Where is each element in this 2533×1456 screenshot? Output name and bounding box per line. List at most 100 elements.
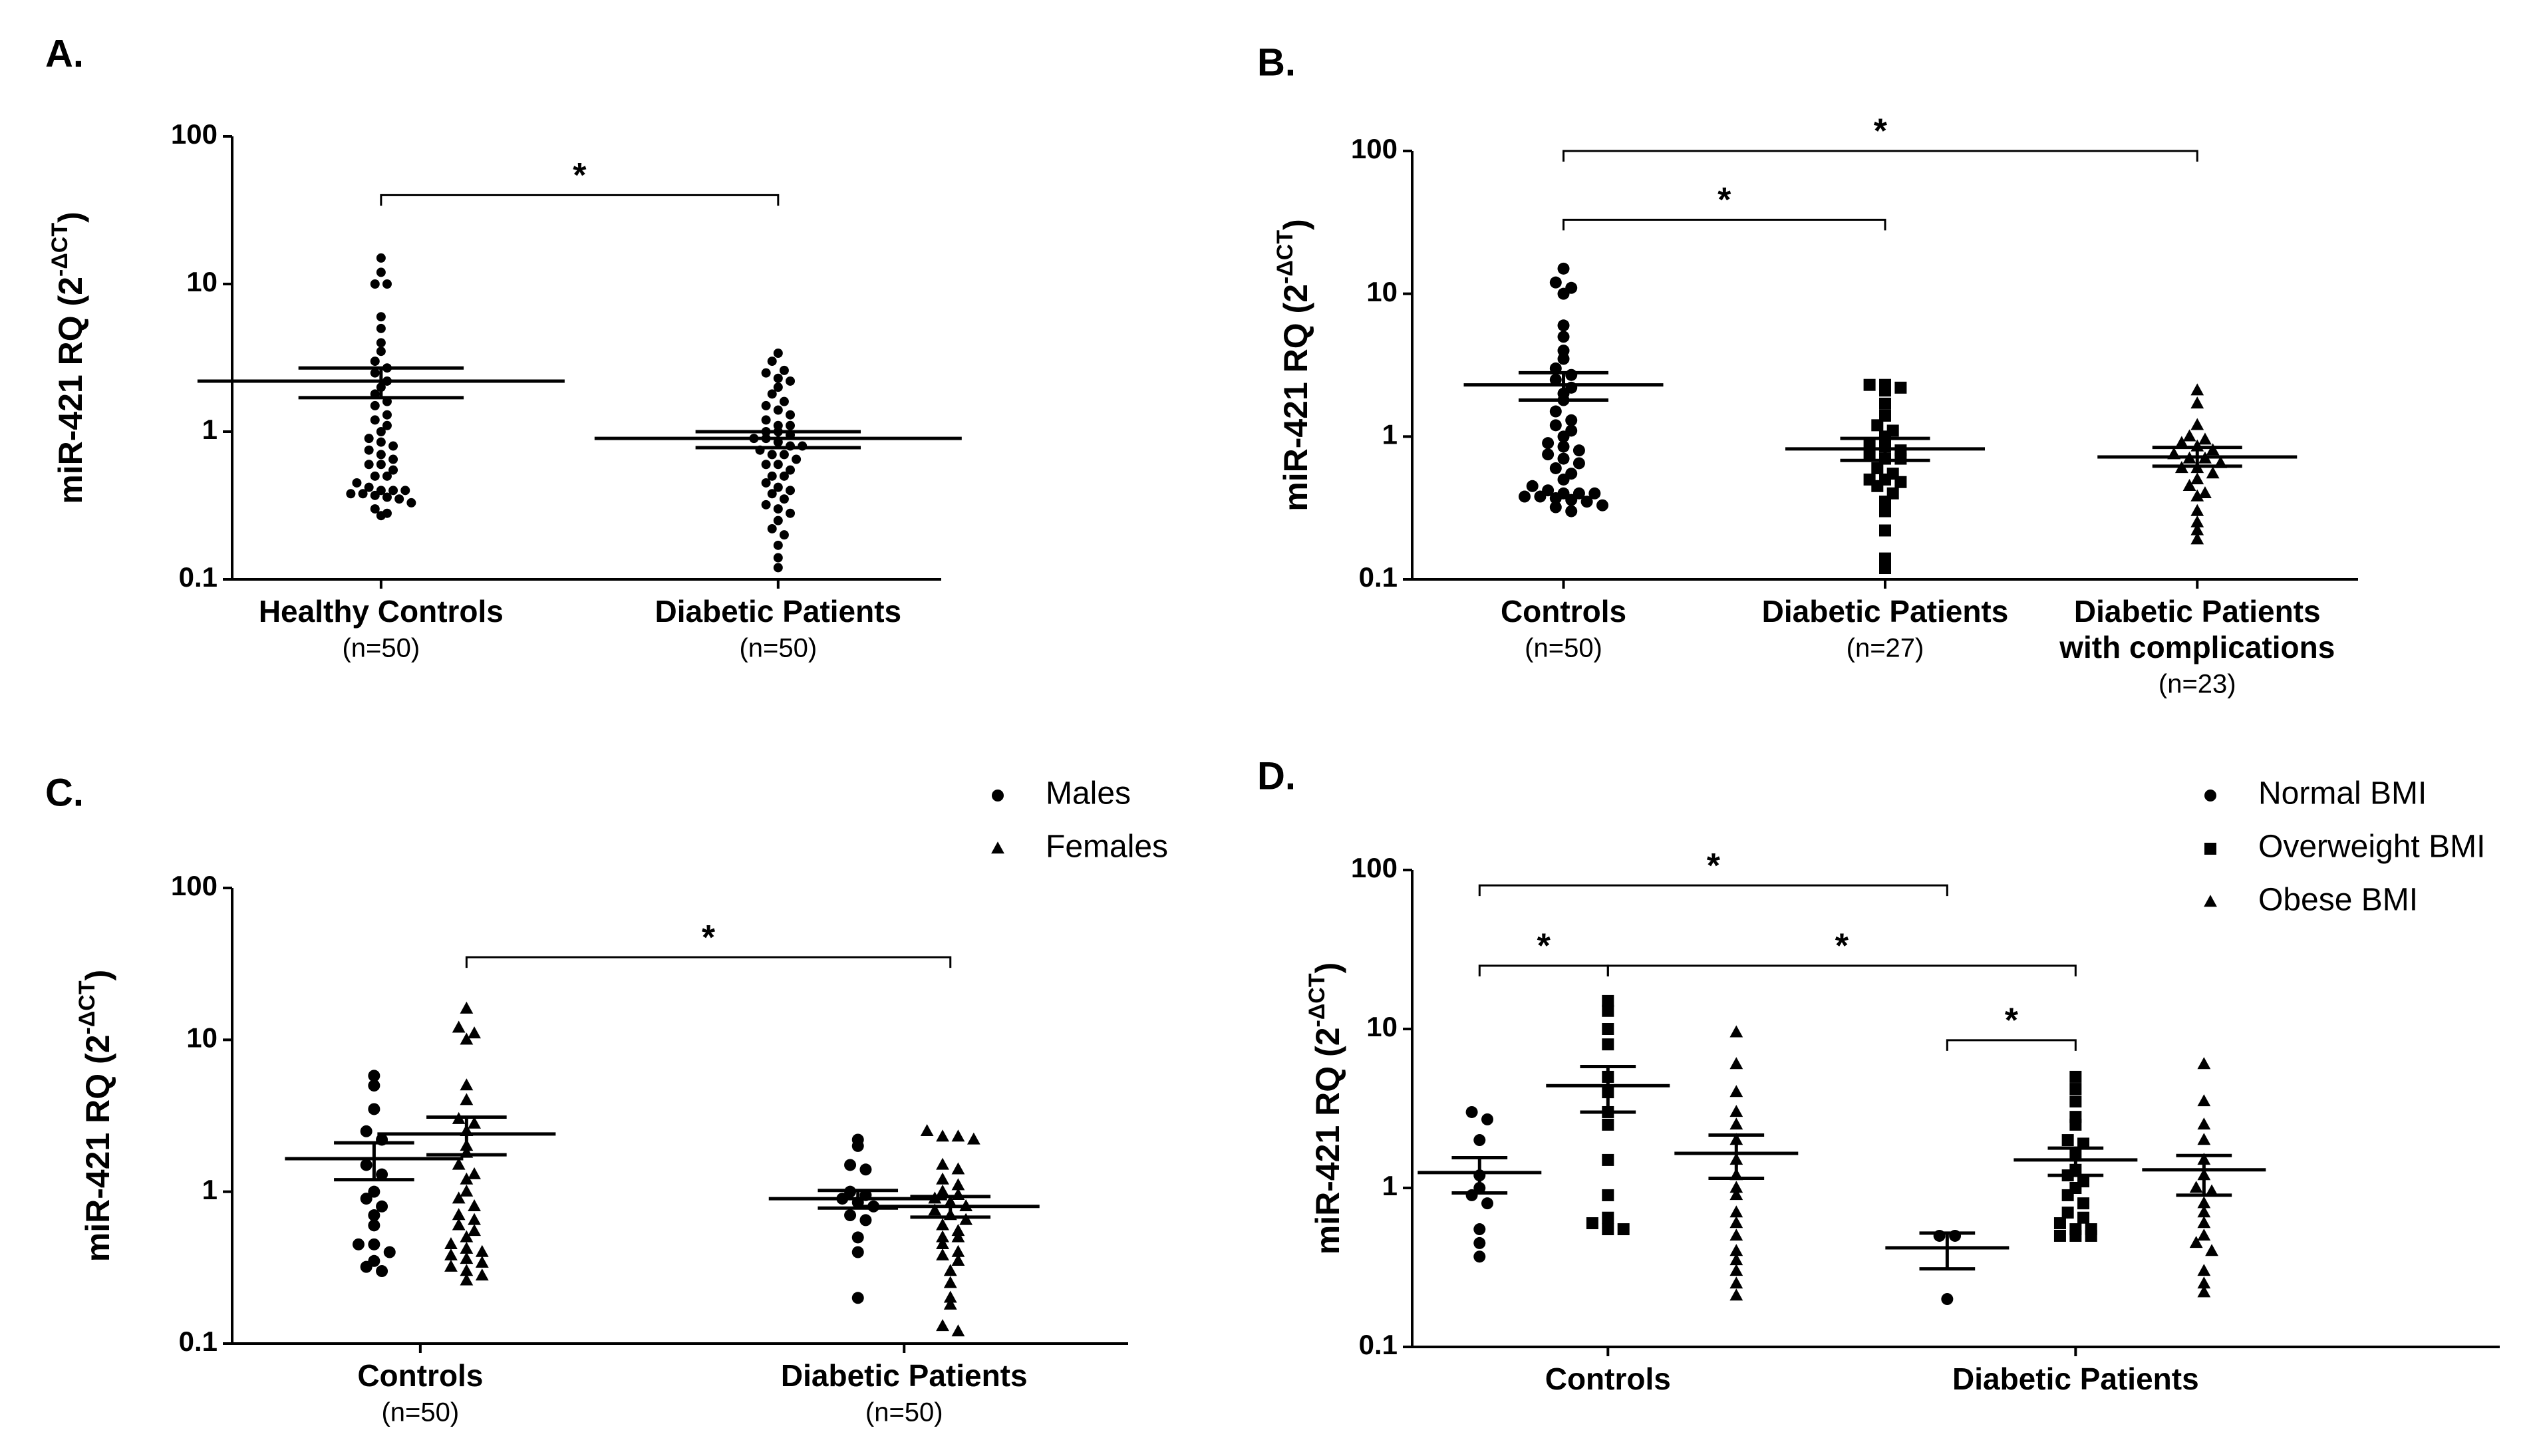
square-point <box>1602 1038 1614 1051</box>
triangle-point <box>444 1259 458 1272</box>
circle-point <box>388 465 398 475</box>
x-tick-label-line: Diabetic Patients <box>2074 594 2321 629</box>
circle-point <box>368 1209 380 1222</box>
x-tick-label-line: Diabetic Patients <box>655 594 901 629</box>
circle-point <box>364 434 374 444</box>
y-tick-label: 0.1 <box>179 561 218 593</box>
circle-point <box>370 279 380 289</box>
triangle-point <box>2190 472 2204 485</box>
significance-bracket <box>1478 964 1609 976</box>
y-axis-label-part: ) <box>52 212 89 223</box>
circle-point <box>360 1159 372 1171</box>
circle-point <box>400 486 410 496</box>
square-point <box>2077 1211 2090 1224</box>
triangle-point <box>936 1157 949 1170</box>
legend-label: Males <box>1046 776 1131 811</box>
sem-bar <box>1840 436 1930 462</box>
y-tick-label: 100 <box>1351 133 1398 164</box>
y-tick-label: 100 <box>1351 852 1398 883</box>
y-axis-label-part: miR-421 RQ (2 <box>52 277 89 504</box>
circle-point <box>851 1292 864 1304</box>
circle-point <box>360 1260 372 1273</box>
circle-point <box>370 357 380 366</box>
triangle-point <box>460 1078 474 1091</box>
square-point <box>1894 476 1907 488</box>
triangle-point <box>2189 1181 2203 1193</box>
sample-size: (n=50) <box>381 1398 459 1427</box>
triangle-point <box>2205 1184 2218 1197</box>
y-tick-label: 1 <box>1382 418 1398 450</box>
triangle-point <box>460 1001 474 1014</box>
triangle-point <box>1729 1229 1743 1241</box>
triangle-point <box>2174 436 2188 448</box>
circle-point <box>767 389 777 399</box>
circle-point <box>1549 276 1562 289</box>
triangle-point <box>1729 1188 1743 1201</box>
circle-point <box>773 504 783 514</box>
square-point <box>1879 552 1891 565</box>
circle-point <box>383 1246 396 1258</box>
y-axis-label-part: -ΔCT <box>47 223 73 277</box>
circle-point <box>761 478 771 488</box>
triangle-point <box>2190 523 2204 535</box>
circle-point <box>1565 505 1578 517</box>
panel-label: D. <box>1257 754 1296 798</box>
triangle-point <box>951 1244 965 1257</box>
triangle-point <box>2198 486 2212 498</box>
panel: D. miR-421 RQ (2-ΔCT) 0.1 1 10 100 Controls Dia… <box>1257 754 2500 1396</box>
circle-point <box>761 460 771 470</box>
square-point <box>2053 1217 2066 1230</box>
circle-point <box>1526 480 1539 492</box>
triangle-point <box>1729 1216 1743 1229</box>
circle-point <box>1549 405 1562 418</box>
circle-point <box>388 454 398 464</box>
circle-point <box>779 450 789 460</box>
triangle-point <box>460 1172 474 1185</box>
y-tick-label: 1 <box>1382 1170 1398 1201</box>
triangle-point <box>2197 1094 2211 1107</box>
circle-point <box>1572 444 1585 457</box>
triangle-point <box>951 1224 965 1237</box>
circle-point <box>368 1238 380 1250</box>
triangle-point <box>936 1172 949 1185</box>
square-point <box>2077 1197 2090 1210</box>
square-point <box>2053 1229 2066 1242</box>
sem-bar <box>1519 370 1609 402</box>
x-tick-label-line: with complications <box>2059 630 2335 664</box>
sample-size: (n=50) <box>1525 634 1602 663</box>
circle-point <box>1481 1113 1493 1125</box>
triangle-point <box>2190 396 2204 409</box>
square-point <box>1863 448 1876 461</box>
circle-point <box>767 489 777 499</box>
circle-point <box>792 454 802 464</box>
square-point <box>1602 1189 1614 1201</box>
circle-point <box>364 445 374 455</box>
circle-point <box>1549 419 1562 432</box>
circle-point <box>368 1080 380 1092</box>
triangle-point <box>936 1184 949 1197</box>
triangle-point <box>936 1319 949 1332</box>
circle-point <box>786 410 796 420</box>
y-tick-label: 1 <box>202 414 218 445</box>
triangle-point <box>951 1162 965 1175</box>
circle-point <box>844 1209 857 1222</box>
sample-size: (n=27) <box>1847 634 1924 663</box>
y-axis-label-part: miR-421 RQ (2 <box>1309 1027 1346 1254</box>
sem-bar <box>1708 1133 1765 1180</box>
triangle-point <box>468 1026 481 1039</box>
triangle-point <box>967 1132 980 1145</box>
triangle-point <box>936 1129 949 1142</box>
y-axis-label-part: miR-421 RQ (2 <box>79 1034 116 1262</box>
circle-point <box>1549 462 1562 474</box>
square-point <box>1879 505 1891 517</box>
triangle-point <box>468 1167 481 1179</box>
square-point <box>1879 397 1891 410</box>
circle-point <box>382 492 392 502</box>
circle-point <box>773 515 783 525</box>
x-tick-label: Diabetic Patients with complications <box>2059 594 2335 664</box>
circle-point <box>761 400 771 410</box>
triangle-point <box>2197 1216 2211 1229</box>
y-axis-label-part: ) <box>1277 219 1314 230</box>
square-point <box>2061 1189 2074 1201</box>
